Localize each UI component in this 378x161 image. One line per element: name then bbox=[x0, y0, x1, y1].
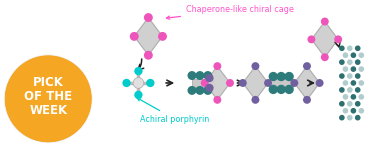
Circle shape bbox=[307, 35, 315, 43]
Circle shape bbox=[355, 87, 361, 93]
Circle shape bbox=[339, 59, 345, 65]
Circle shape bbox=[5, 55, 92, 142]
Circle shape bbox=[339, 101, 345, 107]
Circle shape bbox=[350, 94, 356, 100]
Circle shape bbox=[206, 75, 213, 81]
Circle shape bbox=[122, 79, 131, 87]
Circle shape bbox=[6, 56, 91, 142]
Circle shape bbox=[269, 73, 277, 80]
Circle shape bbox=[316, 79, 324, 87]
Circle shape bbox=[277, 85, 285, 93]
Circle shape bbox=[355, 115, 361, 121]
Circle shape bbox=[339, 73, 345, 79]
Circle shape bbox=[201, 79, 209, 87]
Circle shape bbox=[206, 85, 213, 91]
Circle shape bbox=[269, 85, 277, 93]
Text: Achiral porphyrin: Achiral porphyrin bbox=[137, 98, 210, 124]
Polygon shape bbox=[243, 66, 268, 100]
Circle shape bbox=[355, 59, 361, 65]
Circle shape bbox=[130, 32, 139, 41]
Circle shape bbox=[134, 67, 143, 75]
Circle shape bbox=[290, 79, 298, 87]
Circle shape bbox=[303, 62, 311, 70]
Circle shape bbox=[196, 72, 204, 79]
Polygon shape bbox=[134, 18, 163, 55]
Circle shape bbox=[226, 79, 234, 87]
Circle shape bbox=[358, 108, 364, 114]
Circle shape bbox=[321, 53, 329, 61]
Circle shape bbox=[355, 73, 361, 79]
Circle shape bbox=[339, 87, 345, 93]
Circle shape bbox=[303, 96, 311, 104]
Circle shape bbox=[196, 87, 204, 94]
Circle shape bbox=[339, 115, 345, 121]
Circle shape bbox=[355, 101, 361, 107]
Circle shape bbox=[342, 80, 348, 86]
Circle shape bbox=[355, 45, 361, 51]
Circle shape bbox=[264, 79, 272, 87]
Circle shape bbox=[339, 45, 345, 51]
Circle shape bbox=[188, 72, 196, 79]
Circle shape bbox=[204, 72, 212, 79]
Circle shape bbox=[251, 62, 259, 70]
Circle shape bbox=[144, 51, 153, 60]
Circle shape bbox=[321, 18, 329, 25]
Circle shape bbox=[358, 94, 364, 100]
Circle shape bbox=[214, 62, 221, 70]
Circle shape bbox=[347, 45, 353, 51]
Circle shape bbox=[347, 59, 353, 65]
Circle shape bbox=[188, 87, 196, 94]
Circle shape bbox=[144, 13, 153, 22]
Circle shape bbox=[350, 52, 356, 58]
Circle shape bbox=[358, 66, 364, 72]
Circle shape bbox=[358, 80, 364, 86]
Circle shape bbox=[347, 101, 353, 107]
Polygon shape bbox=[294, 66, 320, 100]
Circle shape bbox=[239, 79, 247, 87]
Circle shape bbox=[204, 87, 212, 94]
Circle shape bbox=[133, 78, 144, 88]
Circle shape bbox=[285, 73, 293, 80]
Circle shape bbox=[158, 32, 167, 41]
Circle shape bbox=[285, 85, 293, 93]
Circle shape bbox=[277, 73, 285, 80]
Text: OF THE: OF THE bbox=[24, 90, 72, 103]
Circle shape bbox=[146, 79, 155, 87]
Polygon shape bbox=[205, 66, 230, 100]
Circle shape bbox=[342, 66, 348, 72]
Text: Chaperone-like chiral cage: Chaperone-like chiral cage bbox=[166, 5, 294, 19]
Circle shape bbox=[350, 80, 356, 86]
Circle shape bbox=[134, 91, 143, 99]
Circle shape bbox=[347, 87, 353, 93]
Polygon shape bbox=[269, 79, 293, 87]
Text: WEEK: WEEK bbox=[29, 104, 67, 117]
Circle shape bbox=[350, 66, 356, 72]
Circle shape bbox=[358, 52, 364, 58]
Circle shape bbox=[350, 108, 356, 114]
Circle shape bbox=[347, 115, 353, 121]
Polygon shape bbox=[192, 79, 214, 87]
Circle shape bbox=[214, 96, 221, 104]
Text: PICK: PICK bbox=[33, 76, 64, 90]
Circle shape bbox=[342, 94, 348, 100]
Circle shape bbox=[251, 96, 259, 104]
Polygon shape bbox=[311, 22, 338, 57]
Circle shape bbox=[347, 73, 353, 79]
Circle shape bbox=[334, 35, 342, 43]
Circle shape bbox=[6, 56, 91, 142]
Circle shape bbox=[342, 52, 348, 58]
Circle shape bbox=[342, 108, 348, 114]
